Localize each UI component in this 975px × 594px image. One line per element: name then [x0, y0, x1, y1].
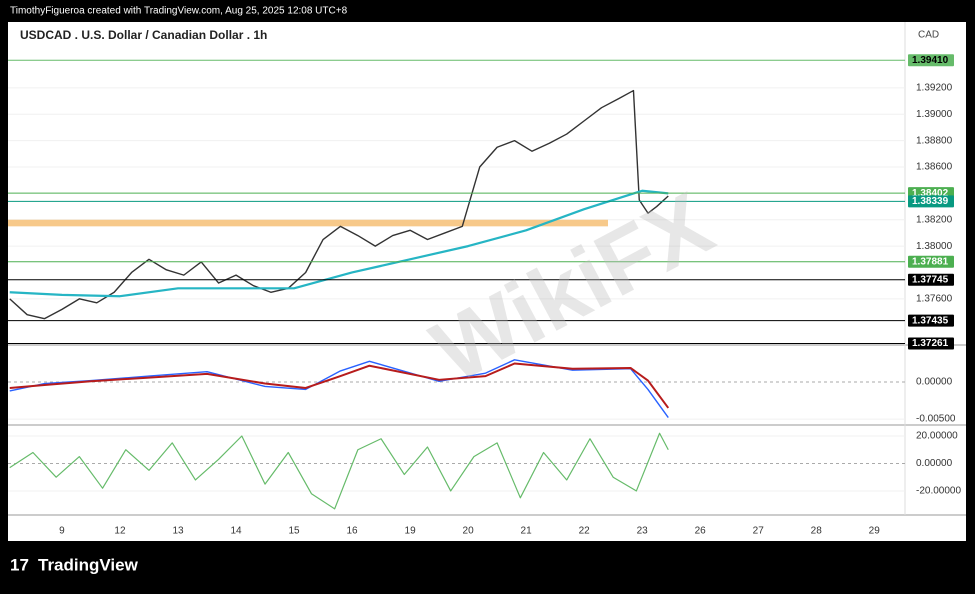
- series-line: [9, 362, 670, 409]
- level-label-bg: [908, 337, 954, 350]
- zone: [8, 219, 608, 227]
- footer-logo: TradingView: [38, 555, 139, 574]
- level-label: 1.39410: [912, 55, 949, 66]
- x-tick-label: 22: [579, 526, 591, 537]
- y-tick-label: 1.38200: [916, 214, 953, 225]
- y-tick-label: 1.39000: [916, 109, 953, 120]
- level-label: 1.38402: [912, 188, 949, 199]
- level-label: 1.37435: [912, 315, 949, 326]
- series-line: [9, 432, 669, 510]
- level-label-bg: [908, 54, 954, 67]
- x-tick-label: 15: [288, 526, 300, 537]
- x-tick-label: 20: [463, 526, 475, 537]
- chart-area: [8, 22, 966, 541]
- x-tick-label: 19: [405, 526, 417, 537]
- level-label-bg: [908, 255, 954, 268]
- x-tick-label: 27: [753, 526, 765, 537]
- x-tick-label: 14: [230, 526, 242, 537]
- x-tick-label: 28: [811, 526, 823, 537]
- y-tick-label: 1.38000: [916, 241, 953, 252]
- header: TimothyFigueroa created with TradingView…: [10, 6, 348, 17]
- x-tick-label: 21: [521, 526, 533, 537]
- level-label-bg: [908, 314, 954, 327]
- x-tick-label: 29: [869, 526, 881, 537]
- series-line: [9, 189, 669, 298]
- y-tick-label: 1.38600: [916, 162, 953, 173]
- level-label: 1.37745: [912, 274, 949, 285]
- y-tick-label: 20.00000: [916, 431, 958, 442]
- level-label: 1.37881: [912, 256, 949, 267]
- y-tick-label: 0.00000: [916, 377, 953, 388]
- y-tick-label: -0.00500: [916, 414, 956, 425]
- y-tick-label: 1.39200: [916, 83, 953, 94]
- x-tick-label: 16: [347, 526, 359, 537]
- level-label-bg: [908, 195, 954, 208]
- series-line: [9, 89, 669, 320]
- level-label: 1.37261: [912, 338, 949, 349]
- chart-title: USDCAD . U.S. Dollar / Canadian Dollar .…: [20, 28, 267, 42]
- level-label-bg: [908, 273, 954, 286]
- x-tick-label: 12: [114, 526, 126, 537]
- level-label: 1.38339: [912, 196, 949, 207]
- x-tick-label: 23: [637, 526, 649, 537]
- y-tick-label: 1.37600: [916, 293, 953, 304]
- series-line: [9, 359, 669, 419]
- y-tick-label: -20.00000: [916, 486, 961, 497]
- y-tick-label: 0.00000: [916, 458, 953, 469]
- x-tick-label: 26: [695, 526, 707, 537]
- logo-icon: 17: [10, 555, 29, 574]
- y-tick-label: 1.38800: [916, 135, 953, 146]
- x-tick-label: 13: [172, 526, 184, 537]
- x-tick-label: 9: [59, 526, 65, 537]
- axis-unit: CAD: [918, 30, 939, 41]
